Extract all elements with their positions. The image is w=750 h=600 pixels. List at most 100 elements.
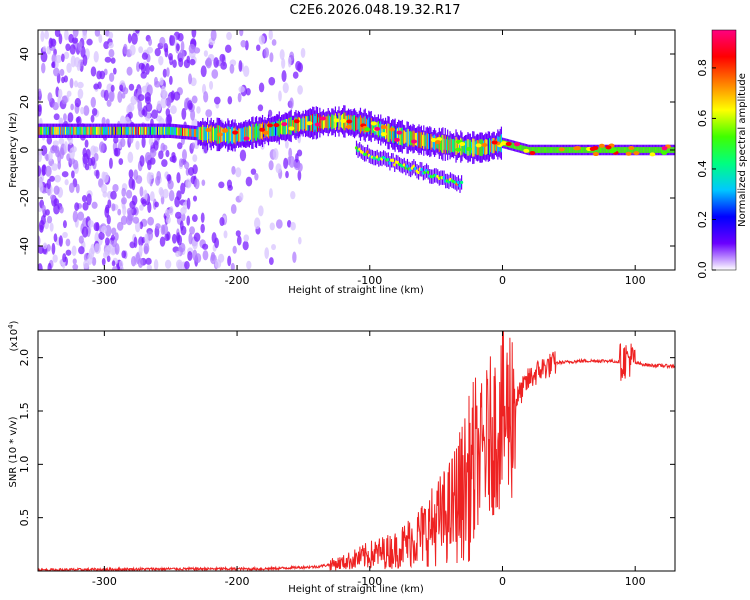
spectrogram-cell bbox=[138, 46, 144, 54]
spectrogram-hotspot bbox=[346, 119, 353, 124]
spectrogram-hotspot bbox=[592, 152, 599, 157]
spectrogram-cell bbox=[145, 257, 152, 265]
colorbar-tick-label: 0.4 bbox=[696, 160, 709, 178]
spectrogram-cell bbox=[257, 104, 264, 112]
spectrogram-cell bbox=[135, 252, 141, 264]
spectrogram-cell bbox=[178, 158, 184, 168]
spectrogram-cell bbox=[64, 179, 69, 186]
spectrogram-cell bbox=[83, 260, 90, 269]
spectrogram-cell bbox=[72, 258, 77, 265]
spectrogram-cell bbox=[141, 198, 147, 207]
spectrogram-cell bbox=[127, 33, 132, 44]
spectrogram-cell bbox=[51, 242, 56, 255]
spectrogram-hotspot bbox=[266, 123, 273, 128]
spectrogram-cell bbox=[66, 90, 72, 97]
spectrogram-cell bbox=[186, 197, 191, 210]
spectrogram-cell bbox=[203, 91, 209, 103]
spectrogram-cell bbox=[290, 221, 296, 231]
spectrogram-hotspot bbox=[393, 137, 400, 142]
snr-xtick-label: 0 bbox=[499, 575, 506, 588]
spectrogram-cell bbox=[82, 201, 89, 211]
spectrogram-cell bbox=[138, 62, 145, 70]
spectrogram-cell bbox=[113, 147, 119, 157]
spectrogram-cell bbox=[154, 47, 161, 57]
spectrogram-cell bbox=[93, 51, 99, 63]
spectrogram-cell bbox=[192, 154, 198, 163]
spectrogram-cell bbox=[205, 57, 212, 69]
spectrogram-cell bbox=[145, 63, 150, 75]
spectrogram-cell bbox=[250, 168, 257, 175]
spectrogram-cell bbox=[160, 96, 167, 109]
spectrogram-cell bbox=[91, 107, 98, 116]
spectrogram-cell bbox=[91, 201, 98, 209]
spectrogram-hotspot bbox=[205, 127, 212, 132]
spectrogram-cell bbox=[93, 146, 99, 153]
spectrogram-cell bbox=[268, 188, 273, 199]
spectrogram-branch-core bbox=[358, 147, 362, 151]
spectrogram-cell bbox=[202, 250, 209, 261]
spectrogram-cell bbox=[101, 225, 107, 234]
spectrogram-cell bbox=[125, 189, 133, 199]
spectrogram-hotspot bbox=[281, 122, 288, 127]
spectrogram-cell bbox=[72, 30, 79, 38]
spectrogram-cell bbox=[219, 53, 226, 63]
spectrogram-branch-core bbox=[460, 180, 464, 184]
spectrogram-cell bbox=[227, 184, 233, 191]
spectrogram-cell bbox=[300, 47, 306, 58]
spectrogram-cell bbox=[83, 105, 90, 116]
spectrogram-branch-core bbox=[420, 167, 424, 172]
spectrogram-cell bbox=[51, 163, 58, 171]
spectrogram-cell bbox=[287, 220, 292, 228]
spectrogram-branch-core bbox=[386, 157, 390, 162]
spectrogram-cell bbox=[63, 51, 70, 60]
spectrogram-cell bbox=[166, 67, 170, 77]
spectrogram-cell bbox=[168, 53, 173, 61]
spectrogram-cell bbox=[38, 235, 41, 247]
spectrogram-cell bbox=[166, 174, 171, 182]
spectrogram-xtick-label: 0 bbox=[499, 274, 506, 287]
spectrogram-cell bbox=[62, 253, 67, 263]
spectrogram-cell bbox=[104, 56, 112, 63]
spectrogram-cell bbox=[203, 143, 209, 154]
spectrogram-y-ticks: -40 -20 0 20 40 bbox=[18, 47, 675, 255]
spectrogram-cell bbox=[134, 221, 141, 233]
spectrogram-cell bbox=[202, 243, 209, 250]
spectrogram-xtick-label: 100 bbox=[625, 274, 646, 287]
spectrogram-cell bbox=[78, 246, 85, 255]
spectrogram-cell bbox=[192, 249, 198, 261]
spectrogram-branch-core bbox=[405, 164, 410, 168]
spectrogram-cell bbox=[113, 67, 117, 75]
spectrogram-cell bbox=[53, 233, 58, 243]
spectrogram-cell bbox=[40, 30, 45, 43]
spectrogram-cell bbox=[101, 183, 108, 194]
spectrogram-cell bbox=[65, 249, 72, 256]
spectrogram-cell bbox=[149, 64, 155, 72]
spectrogram-cell bbox=[148, 38, 153, 46]
spectrogram-hotspot bbox=[262, 130, 269, 135]
spectrogram-branch-core bbox=[417, 170, 421, 175]
spectrogram-cell bbox=[193, 232, 201, 242]
spectrogram-cell bbox=[236, 235, 242, 246]
spectrogram-cell bbox=[189, 226, 195, 235]
spectrogram-cell bbox=[180, 182, 186, 195]
spectrogram-cell bbox=[166, 96, 172, 109]
spectrogram-cell bbox=[227, 255, 232, 267]
spectrogram-cell bbox=[59, 147, 65, 160]
spectrogram-cell bbox=[226, 31, 232, 41]
spectrogram-hotspot bbox=[411, 139, 418, 144]
spectrogram-cell bbox=[191, 30, 197, 38]
spectrogram-cell bbox=[95, 222, 100, 232]
spectrogram-cell bbox=[61, 171, 69, 178]
spectrogram-cell bbox=[108, 42, 114, 49]
snr-multiplier: (x104) bbox=[7, 320, 20, 351]
spectrogram-cell bbox=[98, 33, 103, 44]
spectrogram-cell bbox=[94, 243, 101, 254]
spectrogram-cell bbox=[53, 113, 60, 121]
spectrogram-cell bbox=[158, 55, 164, 66]
spectrogram-cell bbox=[90, 156, 96, 167]
spectrogram-cell bbox=[162, 90, 168, 98]
spectrogram-cell bbox=[46, 215, 53, 224]
spectrogram-cell bbox=[155, 223, 161, 230]
spectrogram-cell bbox=[72, 159, 79, 170]
spectrogram-cell bbox=[127, 151, 134, 164]
